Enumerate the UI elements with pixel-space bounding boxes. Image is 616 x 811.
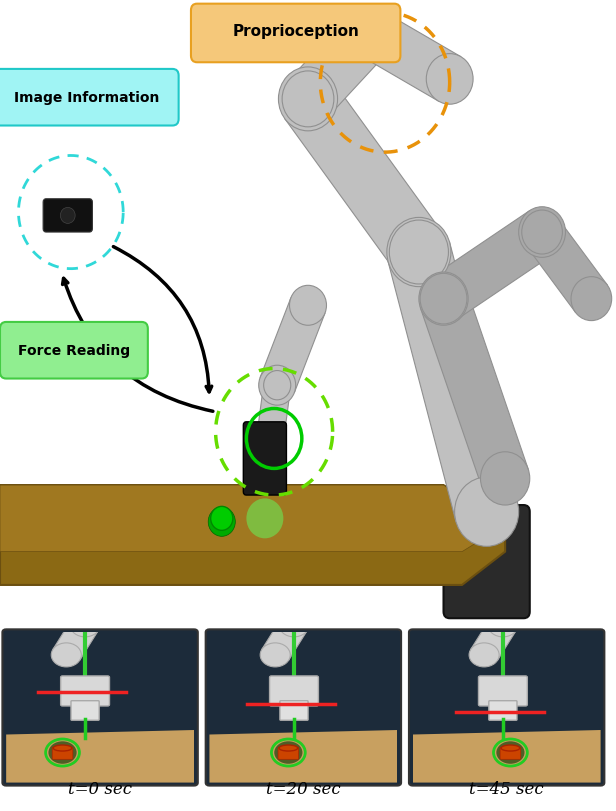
FancyBboxPatch shape <box>206 629 401 786</box>
Polygon shape <box>6 730 194 783</box>
Polygon shape <box>53 620 99 660</box>
Polygon shape <box>526 219 607 313</box>
FancyBboxPatch shape <box>191 5 400 63</box>
Polygon shape <box>209 730 397 783</box>
FancyBboxPatch shape <box>52 748 73 759</box>
Circle shape <box>522 211 562 255</box>
Circle shape <box>251 464 278 493</box>
Circle shape <box>488 613 518 637</box>
Circle shape <box>469 643 499 667</box>
Ellipse shape <box>53 745 72 751</box>
Polygon shape <box>251 384 291 481</box>
Circle shape <box>70 613 100 637</box>
Polygon shape <box>359 11 461 102</box>
Circle shape <box>389 221 448 285</box>
FancyBboxPatch shape <box>479 676 527 706</box>
FancyBboxPatch shape <box>409 629 604 786</box>
Circle shape <box>496 741 524 764</box>
Text: t=0 sec: t=0 sec <box>68 780 132 797</box>
Polygon shape <box>420 290 529 488</box>
Polygon shape <box>471 620 516 660</box>
Circle shape <box>51 643 81 667</box>
FancyBboxPatch shape <box>0 70 179 127</box>
Circle shape <box>260 643 290 667</box>
Circle shape <box>278 68 338 131</box>
FancyBboxPatch shape <box>280 701 308 720</box>
FancyBboxPatch shape <box>0 323 148 379</box>
Polygon shape <box>262 620 307 660</box>
Circle shape <box>519 208 565 258</box>
Circle shape <box>246 499 283 539</box>
FancyBboxPatch shape <box>243 423 286 496</box>
Circle shape <box>259 366 296 406</box>
Circle shape <box>420 274 467 324</box>
Circle shape <box>344 6 395 61</box>
Circle shape <box>455 478 519 547</box>
Polygon shape <box>290 14 388 119</box>
Circle shape <box>387 218 451 287</box>
Polygon shape <box>388 243 517 521</box>
Text: t=20 sec: t=20 sec <box>266 780 341 797</box>
Text: t=45 sec: t=45 sec <box>469 780 544 797</box>
Circle shape <box>426 54 473 105</box>
Circle shape <box>279 613 309 637</box>
FancyBboxPatch shape <box>500 748 521 759</box>
FancyBboxPatch shape <box>444 505 530 619</box>
Circle shape <box>419 272 468 326</box>
Circle shape <box>208 508 235 537</box>
Circle shape <box>290 286 326 326</box>
FancyBboxPatch shape <box>60 676 110 706</box>
Circle shape <box>274 741 302 764</box>
Circle shape <box>49 741 76 764</box>
Ellipse shape <box>279 745 298 751</box>
Circle shape <box>571 277 612 321</box>
Polygon shape <box>413 730 601 783</box>
FancyBboxPatch shape <box>71 701 99 720</box>
Text: Proprioception: Proprioception <box>232 24 359 40</box>
Circle shape <box>480 453 530 505</box>
Circle shape <box>346 8 393 58</box>
Polygon shape <box>260 298 325 393</box>
FancyBboxPatch shape <box>278 748 299 759</box>
FancyBboxPatch shape <box>270 676 318 706</box>
FancyBboxPatch shape <box>489 701 517 720</box>
Circle shape <box>211 507 233 530</box>
Polygon shape <box>0 486 505 552</box>
FancyBboxPatch shape <box>43 200 92 233</box>
Circle shape <box>60 208 75 224</box>
Polygon shape <box>431 212 554 320</box>
Polygon shape <box>285 80 442 272</box>
Circle shape <box>282 72 334 127</box>
Text: Force Reading: Force Reading <box>18 344 130 358</box>
FancyBboxPatch shape <box>2 629 198 786</box>
Ellipse shape <box>501 745 520 751</box>
Text: Image Information: Image Information <box>14 91 159 105</box>
Circle shape <box>264 371 291 401</box>
Polygon shape <box>0 486 505 586</box>
